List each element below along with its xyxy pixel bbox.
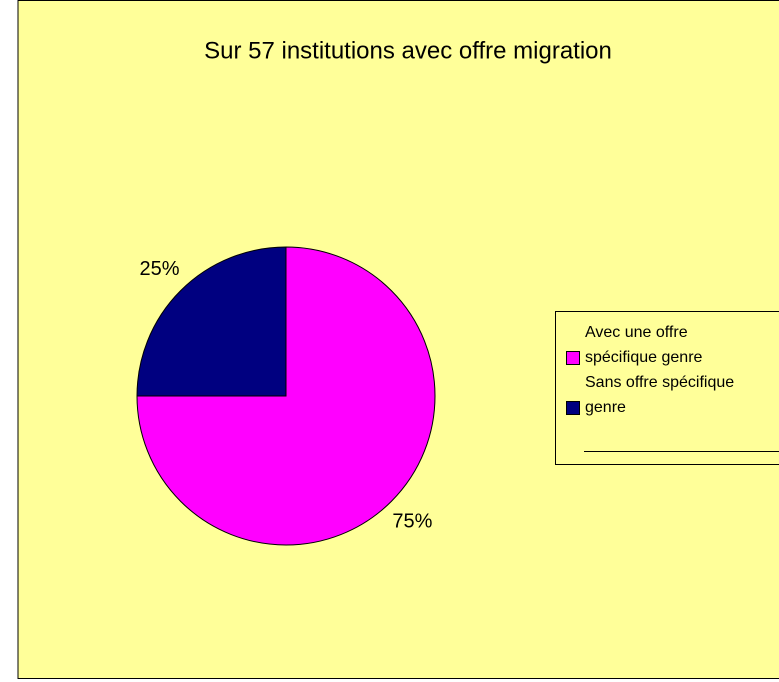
legend-entry: Avec une offre spécifique genre: [556, 320, 760, 370]
legend-swatch: [566, 351, 580, 365]
pie-slice: [136, 246, 436, 546]
pie-slice: [136, 246, 287, 397]
legend-label: Sans offre spécifique genre: [585, 374, 735, 416]
legend-label: Avec une offre spécifique genre: [585, 324, 703, 366]
legend-swatch: [566, 401, 580, 415]
legend-entry: Sans offre spécifique genre: [556, 370, 760, 420]
legend-rule: [584, 451, 779, 452]
chart-title: Sur 57 institutions avec offre migration: [204, 37, 612, 64]
data-label: 25%: [140, 258, 180, 280]
data-label: 75%: [392, 511, 432, 533]
legend: Avec une offre spécifique genre Sans offr…: [555, 311, 779, 465]
legend-items: Avec une offre spécifique genre Sans offr…: [556, 312, 779, 420]
